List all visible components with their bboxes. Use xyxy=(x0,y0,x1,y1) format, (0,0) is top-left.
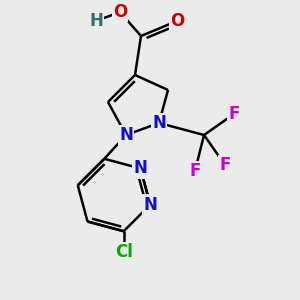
Text: H: H xyxy=(89,12,103,30)
Text: N: N xyxy=(143,196,157,214)
Text: N: N xyxy=(134,160,148,178)
Text: Cl: Cl xyxy=(115,243,133,261)
Text: F: F xyxy=(219,156,231,174)
Text: O: O xyxy=(113,3,127,21)
Text: F: F xyxy=(228,105,240,123)
Text: N: N xyxy=(119,126,133,144)
Text: O: O xyxy=(170,12,184,30)
Text: N: N xyxy=(152,114,166,132)
Text: F: F xyxy=(189,162,201,180)
